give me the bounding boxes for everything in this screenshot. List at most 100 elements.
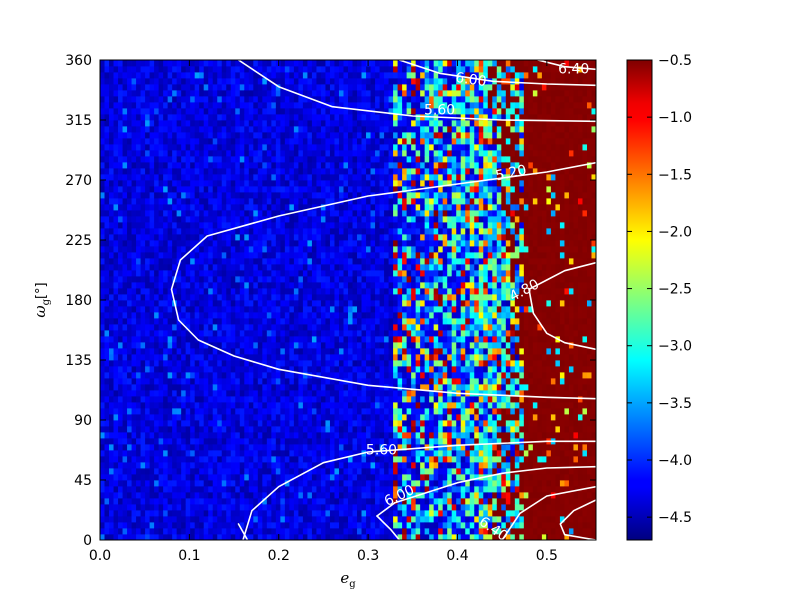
heatmap-cell <box>280 282 286 289</box>
heatmap-cell <box>118 252 123 259</box>
heatmap-cell <box>284 66 290 73</box>
heatmap-cell <box>235 150 241 157</box>
heatmap-cell <box>375 246 380 253</box>
heatmap-cell <box>316 66 322 73</box>
heatmap-cell <box>194 210 200 217</box>
heatmap-cell <box>316 264 322 271</box>
heatmap-cell <box>136 78 141 85</box>
heatmap-cell <box>343 510 349 517</box>
heatmap-cell <box>194 192 200 199</box>
heatmap-cell <box>239 96 245 103</box>
heatmap-cell <box>127 432 132 439</box>
heatmap-cell <box>329 162 335 169</box>
heatmap-cell <box>320 270 326 277</box>
heatmap-cell <box>302 504 308 511</box>
heatmap-cell <box>244 336 250 343</box>
heatmap-cell <box>266 228 272 235</box>
heatmap-cell <box>271 414 277 421</box>
heatmap-cell <box>343 414 349 421</box>
heatmap-cell <box>221 414 227 421</box>
heatmap-cell <box>167 108 173 115</box>
heatmap-cell <box>302 408 308 415</box>
heatmap-cell <box>226 396 232 403</box>
heatmap-cell <box>185 294 191 301</box>
heatmap-cell <box>230 468 236 475</box>
heatmap-cell <box>370 96 376 103</box>
heatmap-cell <box>239 360 245 367</box>
heatmap-cell <box>280 312 286 319</box>
heatmap-cell <box>307 120 313 127</box>
heatmap-cell <box>154 528 160 535</box>
heatmap-cell <box>226 204 232 211</box>
heatmap-cell <box>122 258 128 265</box>
heatmap-cell <box>185 318 191 325</box>
heatmap-cell <box>122 444 128 451</box>
heatmap-cell <box>172 186 178 193</box>
heatmap-cell <box>149 324 155 331</box>
heatmap-cell <box>136 300 141 307</box>
heatmap-cell <box>140 66 146 73</box>
heatmap-cell <box>311 522 317 529</box>
heatmap-cell <box>145 300 150 307</box>
heatmap-cell <box>361 234 367 241</box>
heatmap-cell <box>199 138 205 145</box>
heatmap-cell <box>113 288 119 295</box>
heatmap-cell <box>366 498 371 505</box>
heatmap-cell <box>284 204 290 211</box>
heatmap-cell <box>226 84 232 91</box>
heatmap-cell <box>118 384 123 391</box>
heatmap-cell <box>320 486 326 493</box>
heatmap-cell <box>338 420 344 427</box>
heatmap-cell <box>158 276 164 283</box>
heatmap-cell <box>145 270 150 277</box>
heatmap-cell <box>199 474 205 481</box>
heatmap-cell <box>172 156 178 163</box>
heatmap-cell <box>334 102 340 109</box>
heatmap-cell <box>167 162 173 169</box>
heatmap-cell <box>293 234 299 241</box>
heatmap-cell <box>239 486 245 493</box>
heatmap-cell <box>158 426 164 433</box>
heatmap-cell <box>352 396 358 403</box>
heatmap-cell <box>190 216 196 223</box>
heatmap-cell <box>104 228 110 235</box>
heatmap-cell <box>217 174 223 181</box>
heatmap-cell <box>239 300 245 307</box>
heatmap-cell <box>275 108 281 115</box>
heatmap-cell <box>163 474 169 481</box>
heatmap-cell <box>248 492 254 499</box>
heatmap-cell <box>262 492 268 499</box>
heatmap-cell <box>158 270 164 277</box>
heatmap-cell <box>118 120 123 127</box>
heatmap-cell <box>370 534 376 540</box>
heatmap-cell <box>185 234 191 241</box>
heatmap-cell <box>172 162 178 169</box>
heatmap-cell <box>208 60 214 67</box>
heatmap-cell <box>343 174 349 181</box>
heatmap-cell <box>271 360 277 367</box>
heatmap-cell <box>329 408 335 415</box>
heatmap-cell <box>320 228 326 235</box>
heatmap-cell <box>122 240 128 247</box>
heatmap-cell <box>230 318 236 325</box>
heatmap-cell <box>253 216 259 223</box>
heatmap-cell <box>262 204 268 211</box>
heatmap-cell <box>338 306 344 313</box>
heatmap-cell <box>320 408 326 415</box>
heatmap-cell <box>334 246 340 253</box>
heatmap-cell <box>194 450 200 457</box>
heatmap-cell <box>131 138 137 145</box>
heatmap-cell <box>203 84 209 91</box>
heatmap-cell <box>275 402 281 409</box>
heatmap-cell <box>190 504 196 511</box>
heatmap-cell <box>239 408 245 415</box>
heatmap-cell <box>343 72 349 79</box>
heatmap-cell <box>127 396 132 403</box>
heatmap-cell <box>329 534 335 540</box>
heatmap-cell <box>199 414 205 421</box>
heatmap-cell <box>199 426 205 433</box>
heatmap-cell <box>199 300 205 307</box>
heatmap-cell <box>176 426 182 433</box>
heatmap-cell <box>131 192 137 199</box>
